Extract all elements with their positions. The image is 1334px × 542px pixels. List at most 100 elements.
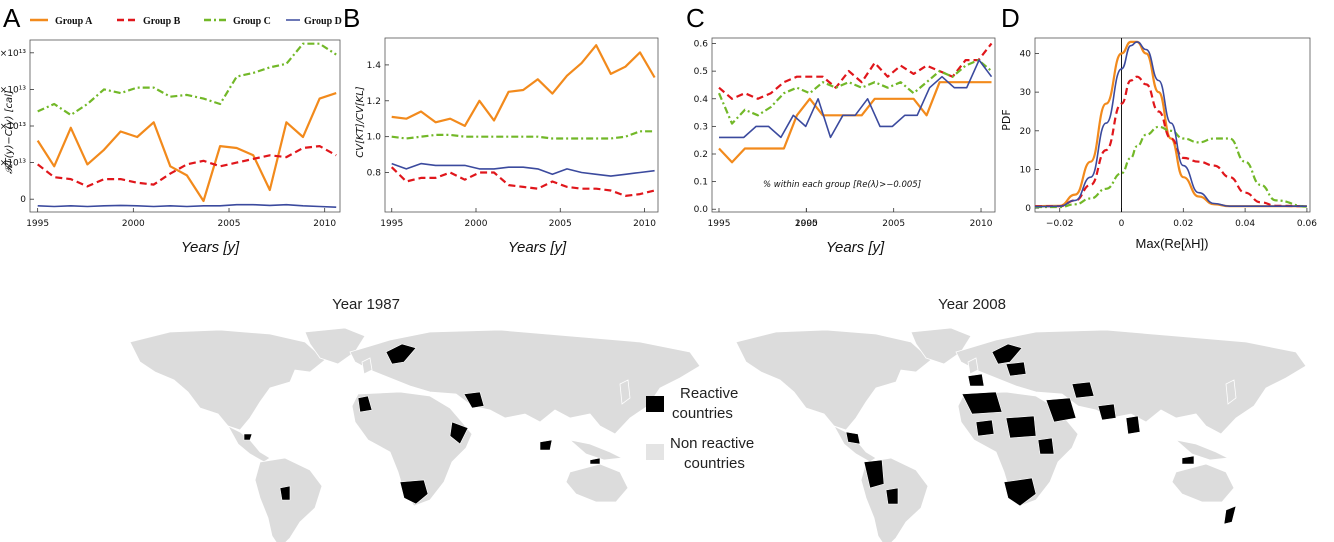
reactive-southeast-asia <box>1125 415 1141 435</box>
y-axis-label-a: 𝓡T(y)−C(y) [cal] <box>4 90 15 174</box>
x-tick-label: 2010 <box>970 219 993 229</box>
legend-swatch-reactive <box>646 396 664 412</box>
chart-legend: Group A Group B Group C Group D <box>30 16 342 27</box>
x-axis-label-b: Years [y] <box>508 239 567 256</box>
legend-label: Group B <box>143 16 181 27</box>
legend-item-group-d: Group D <box>286 16 342 27</box>
legend-label-line1: Reactive <box>680 385 738 402</box>
legend-label-line1: Non reactive <box>670 435 754 452</box>
x-tick-label: 2010 <box>313 219 336 229</box>
y-tick-label: 0.1 <box>694 178 708 188</box>
greenland <box>910 327 972 365</box>
north-america <box>735 329 932 431</box>
y-tick-label: 0.2 <box>694 150 708 160</box>
world-map-1987 <box>129 327 701 542</box>
map-legend-item-reactive: Reactive countries <box>646 385 738 422</box>
y-tick-label: 0.8 <box>367 169 382 179</box>
reactive-south-america <box>279 485 291 501</box>
y-tick-label: 0.6 <box>694 40 709 50</box>
series-line-group-c <box>391 130 655 140</box>
reactive-arabia <box>1045 397 1077 423</box>
australia <box>565 463 629 503</box>
legend-label: Group A <box>55 16 93 27</box>
y-tick-label: 0.4 <box>694 95 709 105</box>
greenland <box>304 327 366 365</box>
reactive-east-africa <box>1037 437 1055 455</box>
panel-letter-b: B <box>343 3 360 33</box>
y-tick-label: 1×10¹³ <box>0 159 26 169</box>
panel-letter-d: D <box>1001 3 1020 33</box>
map-title-right: Year 2008 <box>938 296 1006 313</box>
reactive-iran <box>1071 381 1095 399</box>
y-axis-label-d: PDF <box>1000 109 1013 130</box>
x-tick-label: 2005 <box>882 219 905 229</box>
japan <box>619 379 631 405</box>
series-line-group-a <box>36 92 337 203</box>
y-tick-label: 1.2 <box>367 97 381 107</box>
x-tick-label: 1995 <box>795 219 818 229</box>
southeast-asia <box>568 439 624 461</box>
y-tick-label: 0 <box>1025 204 1031 214</box>
map-legend-item-non-reactive: Non reactive countries <box>646 435 754 472</box>
plot-frame <box>384 37 659 213</box>
x-tick-label: 1995 <box>708 219 731 229</box>
y-tick-label: 1.0 <box>367 133 382 143</box>
chart-panel-a: 1995 2000 2005 2010 0 1×10¹³ 2×10¹³ 3×10¹³ 4×10¹… <box>0 39 341 229</box>
reactive-south-africa <box>399 479 429 505</box>
reactive-indonesia <box>539 439 553 451</box>
southeast-asia <box>1174 439 1230 461</box>
series-line-group-d <box>1034 41 1307 208</box>
series-line-group-b <box>37 145 337 188</box>
plot-frame <box>711 37 996 213</box>
map-title-left: Year 1987 <box>332 296 400 313</box>
legend-label-line2: countries <box>684 455 745 472</box>
x-tick-label: 2010 <box>633 219 656 229</box>
map-land <box>129 327 701 542</box>
reactive-pacific <box>589 457 601 465</box>
australia <box>1171 463 1235 503</box>
x-tick-label: 0.06 <box>1297 219 1317 229</box>
x-axis-label-a: Years [y] <box>181 239 240 256</box>
panel-letter-a: A <box>3 3 21 33</box>
reactive-south-africa <box>1003 477 1037 507</box>
plot-frame <box>1034 37 1311 213</box>
y-tick-label: 0.0 <box>694 205 709 215</box>
legend-item-group-b: Group B <box>117 16 181 27</box>
y-tick-label: 20 <box>1020 127 1032 137</box>
europe-asia <box>955 329 1307 435</box>
legend-item-group-a: Group A <box>30 16 93 27</box>
x-tick-label: 2000 <box>465 219 488 229</box>
x-tick-label: −0.02 <box>1046 219 1074 229</box>
legend-label: Group C <box>233 16 271 27</box>
legend-label: Group D <box>304 16 342 27</box>
y-tick-label: 1.4 <box>367 61 382 71</box>
series-line-group-b <box>1034 75 1307 208</box>
reactive-middle-east <box>463 391 485 409</box>
panel-letter-c: C <box>686 3 705 33</box>
reactive-central-asia <box>1097 403 1117 421</box>
y-tick-label: 40 <box>1020 49 1032 59</box>
series-line-group-a <box>718 81 992 164</box>
y-tick-label: 2×10¹³ <box>0 122 26 132</box>
x-tick-label: 2005 <box>549 219 572 229</box>
x-tick-label: 0.02 <box>1173 219 1193 229</box>
series-line-group-d <box>719 59 993 139</box>
y-axis-label-b: CV[KT]/CV[KL] <box>355 86 366 158</box>
x-tick-label: 2000 <box>795 219 818 229</box>
reactive-west-africa <box>975 419 995 437</box>
x-tick-label: 1995 <box>26 219 49 229</box>
chart-panel-b: 1995 2000 2005 2010 0.8 1.0 1.2 1.4 <box>367 37 659 229</box>
series-line-group-a <box>1034 40 1307 208</box>
world-map-2008 <box>735 327 1307 542</box>
legend-label-line2: countries <box>672 405 733 422</box>
reactive-scandinavia <box>991 343 1023 365</box>
x-tick-label: 2000 <box>122 219 145 229</box>
series-line-group-a <box>391 44 656 127</box>
map-reactive-regions <box>243 343 601 505</box>
y-tick-label: 0.3 <box>694 122 708 132</box>
uk <box>361 357 373 375</box>
reactive-central-america <box>845 431 861 445</box>
reactive-sahel <box>1005 415 1037 439</box>
